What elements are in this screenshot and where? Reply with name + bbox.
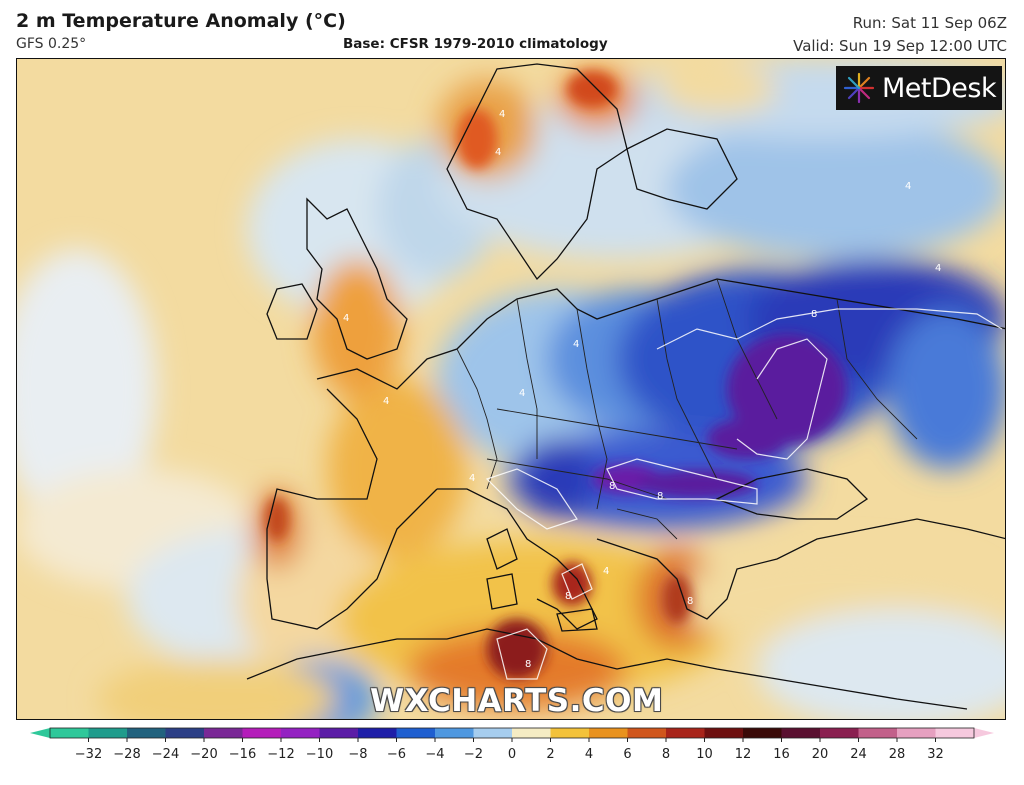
colorbar-tick-label: −28	[113, 747, 140, 762]
colorbar-tick-label: −4	[425, 747, 444, 762]
contour-label: 8	[609, 481, 615, 492]
colorbar-band	[319, 728, 359, 738]
model-label: GFS 0.25°	[16, 36, 87, 52]
iberia-france-coast	[266, 388, 438, 630]
sardinia-coast	[486, 573, 518, 610]
sicily-coast	[556, 608, 598, 632]
colorbar-tick-label: −2	[464, 747, 483, 762]
chart-title: 2 m Temperature Anomaly (°C)	[16, 10, 346, 32]
contour-label: 4	[469, 473, 475, 484]
contour-label-group: 4 4 4 4 4 4 4 4 8 8 8 8 8 8 4 4	[343, 109, 941, 670]
colorbar-band	[935, 728, 975, 738]
great-britain-coast	[306, 197, 408, 360]
contour-label: 4	[603, 566, 609, 577]
colorbar-tick-label: 2	[546, 747, 554, 762]
contour-label: 4	[499, 109, 505, 120]
colorbar-left-arrow	[30, 728, 50, 738]
colorbar-tick-label: 28	[889, 747, 906, 762]
colorbar-tick-label: −8	[348, 747, 367, 762]
colorbar-band	[704, 728, 744, 738]
contour-label: 4	[905, 181, 911, 192]
contour-lines	[485, 308, 1003, 680]
starburst-logo-icon	[843, 72, 875, 104]
colorbar-band	[127, 728, 166, 738]
colorbar-tick-label: 20	[812, 747, 829, 762]
colorbar-band	[358, 728, 397, 738]
run-time-label: Run: Sat 11 Sep 06Z	[852, 14, 1007, 32]
colorbar-bands	[30, 727, 994, 739]
contour-label: 4	[343, 313, 349, 324]
colorbar-tick-label: 0	[508, 747, 516, 762]
colorbar-band	[165, 728, 205, 738]
logo-text: MetDesk	[882, 72, 997, 104]
black-sea-outline	[715, 468, 869, 520]
colorbar-tick-label: 8	[662, 747, 670, 762]
colorbar-tick-label: 16	[773, 747, 790, 762]
colorbar-band	[743, 728, 782, 738]
contour-label: 8	[687, 596, 693, 607]
colorbar-band	[473, 728, 513, 738]
colorbar-band	[781, 728, 821, 738]
contour-label: 8	[565, 591, 571, 602]
colorbar-tick-label: 10	[696, 747, 713, 762]
colorbar-tick-group: −32 −28 −24 −20 −16 −12 −10 −8 −6 −4 −2 0 2 4 6 8 10 12 16…	[75, 738, 944, 762]
colorbar-band	[897, 728, 936, 738]
north-africa-coast	[246, 628, 968, 710]
colorbar-band	[512, 728, 551, 738]
colorbar-band	[50, 728, 89, 738]
colorbar-band	[666, 728, 705, 738]
map-canvas: 4 4 4 4 4 4 4 4 8 8 8 8 8 8 4 4	[17, 59, 1005, 719]
colorbar-tick-label: 32	[927, 747, 944, 762]
corsica-coast	[486, 528, 518, 570]
anomaly-map[interactable]: 4 4 4 4 4 4 4 4 8 8 8 8 8 8 4 4	[16, 58, 1006, 720]
valid-time-label: Valid: Sun 19 Sep 12:00 UTC	[793, 37, 1007, 55]
watermark-text: WXCHARTS.COM	[370, 683, 664, 719]
contour-label: 4	[573, 339, 579, 350]
colorbar-band	[858, 728, 898, 738]
colorbar-band	[820, 728, 859, 738]
ireland-coast	[266, 283, 318, 340]
colorbar-tick-label: −6	[387, 747, 406, 762]
contour-label: 8	[811, 309, 817, 320]
colorbar-band	[242, 728, 282, 738]
scandinavia-coast	[446, 63, 628, 281]
contour-label: 4	[935, 263, 941, 274]
balkans-black-sea-coast	[596, 518, 1005, 620]
contour-label: 4	[495, 147, 501, 158]
colorbar-band	[204, 728, 243, 738]
finland-coast	[626, 128, 738, 210]
colorbar-tick-label: 24	[850, 747, 867, 762]
colorbar-tick-label: −32	[75, 747, 102, 762]
contour-label: 8	[657, 491, 663, 502]
colorbar-band	[396, 728, 436, 738]
contour-label: 8	[525, 659, 531, 670]
contour-label: 4	[383, 396, 389, 407]
colorbar-tick-label: 4	[585, 747, 593, 762]
strong-anomaly-cores	[265, 71, 847, 679]
colorbar-band	[88, 728, 128, 738]
colorbar-tick-label: 6	[623, 747, 631, 762]
colorbar-tick-label: −24	[152, 747, 179, 762]
colorbar-tick-label: −16	[229, 747, 256, 762]
colorbar-band	[550, 728, 590, 738]
italy-coast	[437, 488, 598, 630]
contour-label: 4	[519, 388, 525, 399]
colorbar-tick-label: −10	[306, 747, 333, 762]
colorbar: −32 −28 −24 −20 −16 −12 −10 −8 −6 −4 −2 0 2 4 6 8 10 12 16…	[30, 727, 994, 762]
anomaly-field	[17, 59, 1005, 719]
country-borders	[456, 278, 918, 540]
colorbar-band	[589, 728, 628, 738]
colorbar-band	[435, 728, 474, 738]
colorbar-tick-label: 12	[735, 747, 752, 762]
colorbar-tick-label: −20	[190, 747, 217, 762]
colorbar-right-arrow	[974, 728, 994, 738]
base-climatology-label: Base: CFSR 1979-2010 climatology	[343, 36, 608, 52]
colorbar-band	[627, 728, 667, 738]
metdesk-logo: MetDesk	[836, 66, 1002, 110]
colorbar-tick-label: −12	[267, 747, 294, 762]
colorbar-band	[281, 728, 320, 738]
